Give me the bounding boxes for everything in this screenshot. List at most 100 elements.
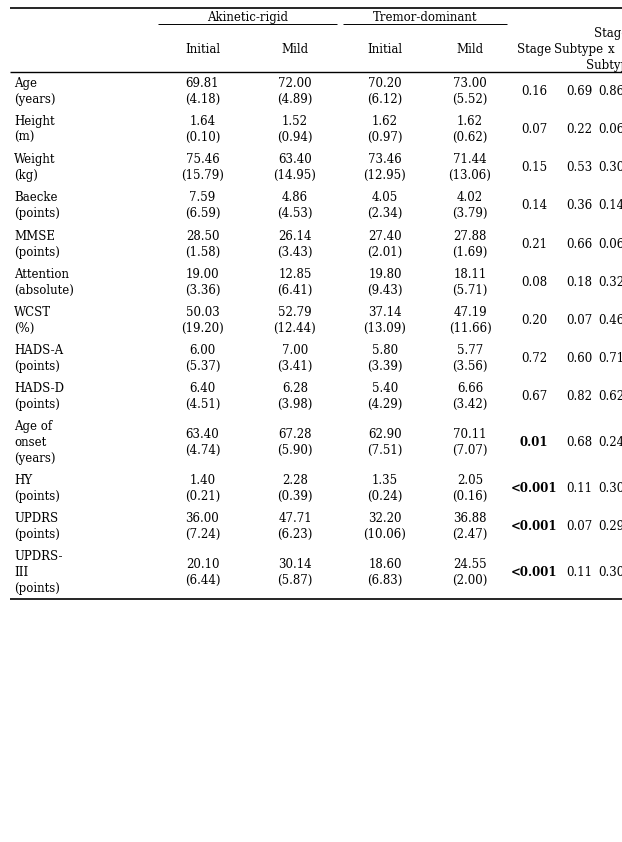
Text: 0.86: 0.86 bbox=[598, 85, 622, 98]
Text: 47.71
(6.23): 47.71 (6.23) bbox=[277, 512, 313, 541]
Text: 0.06: 0.06 bbox=[598, 123, 622, 136]
Text: 7.00
(3.41): 7.00 (3.41) bbox=[277, 344, 313, 373]
Text: 18.60
(6.83): 18.60 (6.83) bbox=[368, 558, 402, 587]
Text: HY
(points): HY (points) bbox=[14, 474, 60, 503]
Text: 0.08: 0.08 bbox=[521, 275, 547, 289]
Text: HADS-D
(points): HADS-D (points) bbox=[14, 382, 64, 412]
Text: 1.52
(0.94): 1.52 (0.94) bbox=[277, 115, 313, 144]
Text: 0.30: 0.30 bbox=[598, 161, 622, 174]
Text: 2.05
(0.16): 2.05 (0.16) bbox=[452, 474, 488, 503]
Text: Tremor-dominant: Tremor-dominant bbox=[373, 11, 477, 24]
Text: 0.68: 0.68 bbox=[566, 436, 592, 449]
Text: 0.14: 0.14 bbox=[521, 200, 547, 212]
Text: Age
(years): Age (years) bbox=[14, 77, 55, 106]
Text: 47.19
(11.66): 47.19 (11.66) bbox=[448, 306, 491, 335]
Text: 20.10
(6.44): 20.10 (6.44) bbox=[185, 558, 220, 587]
Text: 0.46: 0.46 bbox=[598, 314, 622, 327]
Text: 0.16: 0.16 bbox=[521, 85, 547, 98]
Text: 0.72: 0.72 bbox=[521, 352, 547, 365]
Text: 0.01: 0.01 bbox=[520, 436, 548, 449]
Text: 19.00
(3.36): 19.00 (3.36) bbox=[185, 268, 220, 296]
Text: <0.001: <0.001 bbox=[511, 482, 557, 495]
Text: 12.85
(6.41): 12.85 (6.41) bbox=[277, 268, 313, 296]
Text: 5.40
(4.29): 5.40 (4.29) bbox=[368, 382, 402, 412]
Text: 0.07: 0.07 bbox=[521, 123, 547, 136]
Text: 1.64
(0.10): 1.64 (0.10) bbox=[185, 115, 220, 144]
Text: 4.86
(4.53): 4.86 (4.53) bbox=[277, 191, 313, 221]
Text: 28.50
(1.58): 28.50 (1.58) bbox=[185, 230, 220, 258]
Text: 19.80
(9.43): 19.80 (9.43) bbox=[367, 268, 403, 296]
Text: 0.53: 0.53 bbox=[566, 161, 592, 174]
Text: 36.00
(7.24): 36.00 (7.24) bbox=[185, 512, 220, 541]
Text: Baecke
(points): Baecke (points) bbox=[14, 191, 60, 221]
Text: 5.80
(3.39): 5.80 (3.39) bbox=[367, 344, 403, 373]
Text: 71.44
(13.06): 71.44 (13.06) bbox=[448, 153, 491, 182]
Text: Weight
(kg): Weight (kg) bbox=[14, 153, 55, 182]
Text: 2.28
(0.39): 2.28 (0.39) bbox=[277, 474, 313, 503]
Text: MMSE
(points): MMSE (points) bbox=[14, 230, 60, 258]
Text: 4.02
(3.79): 4.02 (3.79) bbox=[452, 191, 488, 221]
Text: 0.62: 0.62 bbox=[598, 391, 622, 403]
Text: 0.07: 0.07 bbox=[566, 520, 592, 533]
Text: Mild: Mild bbox=[457, 43, 483, 56]
Text: 63.40
(14.95): 63.40 (14.95) bbox=[274, 153, 317, 182]
Text: 32.20
(10.06): 32.20 (10.06) bbox=[364, 512, 406, 541]
Text: Initial: Initial bbox=[368, 43, 402, 56]
Text: Subtype: Subtype bbox=[554, 43, 603, 56]
Text: 6.00
(5.37): 6.00 (5.37) bbox=[185, 344, 220, 373]
Text: 37.14
(13.09): 37.14 (13.09) bbox=[364, 306, 406, 335]
Text: 0.24: 0.24 bbox=[598, 436, 622, 449]
Text: HADS-A
(points): HADS-A (points) bbox=[14, 344, 63, 373]
Text: 36.88
(2.47): 36.88 (2.47) bbox=[452, 512, 488, 541]
Text: 63.40
(4.74): 63.40 (4.74) bbox=[185, 428, 220, 457]
Text: 0.30: 0.30 bbox=[598, 566, 622, 579]
Text: UPDRS
(points): UPDRS (points) bbox=[14, 512, 60, 541]
Text: 7.59
(6.59): 7.59 (6.59) bbox=[185, 191, 220, 221]
Text: 0.11: 0.11 bbox=[566, 482, 592, 495]
Text: <0.001: <0.001 bbox=[511, 520, 557, 533]
Text: 27.40
(2.01): 27.40 (2.01) bbox=[368, 230, 402, 258]
Text: Age of
onset
(years): Age of onset (years) bbox=[14, 420, 55, 465]
Text: 5.77
(3.56): 5.77 (3.56) bbox=[452, 344, 488, 373]
Text: 0.15: 0.15 bbox=[521, 161, 547, 174]
Text: 6.66
(3.42): 6.66 (3.42) bbox=[452, 382, 488, 412]
Text: 70.20
(6.12): 70.20 (6.12) bbox=[368, 77, 402, 106]
Text: 27.88
(1.69): 27.88 (1.69) bbox=[452, 230, 488, 258]
Text: 0.82: 0.82 bbox=[566, 391, 592, 403]
Text: 0.29: 0.29 bbox=[598, 520, 622, 533]
Text: 62.90
(7.51): 62.90 (7.51) bbox=[368, 428, 402, 457]
Text: 0.36: 0.36 bbox=[566, 200, 592, 212]
Text: 6.28
(3.98): 6.28 (3.98) bbox=[277, 382, 313, 412]
Text: 0.66: 0.66 bbox=[566, 237, 592, 251]
Text: 1.35
(0.24): 1.35 (0.24) bbox=[368, 474, 402, 503]
Text: Height
(m): Height (m) bbox=[14, 115, 55, 144]
Text: 0.67: 0.67 bbox=[521, 391, 547, 403]
Text: 1.62
(0.62): 1.62 (0.62) bbox=[452, 115, 488, 144]
Text: 4.05
(2.34): 4.05 (2.34) bbox=[368, 191, 402, 221]
Text: 50.03
(19.20): 50.03 (19.20) bbox=[181, 306, 224, 335]
Text: 0.69: 0.69 bbox=[566, 85, 592, 98]
Text: 26.14
(3.43): 26.14 (3.43) bbox=[277, 230, 313, 258]
Text: 0.21: 0.21 bbox=[521, 237, 547, 251]
Text: 18.11
(5.71): 18.11 (5.71) bbox=[452, 268, 488, 296]
Text: <0.001: <0.001 bbox=[511, 566, 557, 579]
Text: Initial: Initial bbox=[185, 43, 220, 56]
Text: 69.81
(4.18): 69.81 (4.18) bbox=[185, 77, 220, 106]
Text: 0.14: 0.14 bbox=[598, 200, 622, 212]
Text: Stage: Stage bbox=[517, 43, 551, 56]
Text: 0.06: 0.06 bbox=[598, 237, 622, 251]
Text: 0.20: 0.20 bbox=[521, 314, 547, 327]
Text: 0.22: 0.22 bbox=[566, 123, 592, 136]
Text: 52.79
(12.44): 52.79 (12.44) bbox=[274, 306, 317, 335]
Text: 73.46
(12.95): 73.46 (12.95) bbox=[364, 153, 406, 182]
Text: Mild: Mild bbox=[281, 43, 309, 56]
Text: 0.60: 0.60 bbox=[566, 352, 592, 365]
Text: 75.46
(15.79): 75.46 (15.79) bbox=[181, 153, 224, 182]
Text: 24.55
(2.00): 24.55 (2.00) bbox=[452, 558, 488, 587]
Text: UPDRS-
III
(points): UPDRS- III (points) bbox=[14, 550, 62, 595]
Text: 1.62
(0.97): 1.62 (0.97) bbox=[367, 115, 403, 144]
Text: Stage
x
Subtype: Stage x Subtype bbox=[587, 27, 622, 72]
Text: 67.28
(5.90): 67.28 (5.90) bbox=[277, 428, 313, 457]
Text: 0.07: 0.07 bbox=[566, 314, 592, 327]
Text: 73.00
(5.52): 73.00 (5.52) bbox=[452, 77, 488, 106]
